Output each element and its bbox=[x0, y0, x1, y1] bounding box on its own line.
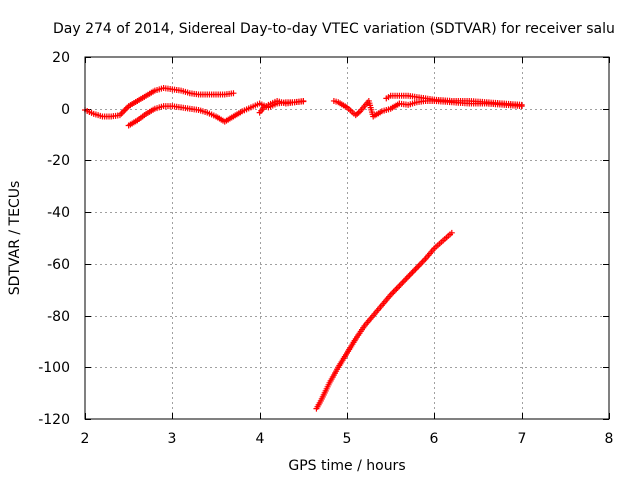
y-tick-label: -40 bbox=[47, 205, 70, 221]
plot-frame bbox=[84, 56, 610, 420]
chart-title: Day 274 of 2014, Sidereal Day-to-day VTE… bbox=[53, 21, 615, 37]
x-tick-labels: 2 3 4 5 6 7 8 bbox=[81, 431, 614, 447]
y-tick-label: -120 bbox=[38, 412, 70, 428]
data-point-marker bbox=[300, 97, 307, 104]
y-tick-label: 20 bbox=[52, 50, 70, 66]
data-point-marker bbox=[448, 229, 455, 236]
x-tick-label: 8 bbox=[605, 431, 614, 447]
y-axis-label: SDTVAR / TECUs bbox=[7, 181, 23, 296]
satellite-track-6 bbox=[313, 229, 455, 412]
satellite-track-3 bbox=[256, 97, 307, 116]
y-tick-label: -20 bbox=[47, 153, 70, 169]
x-tick-label: 4 bbox=[256, 431, 265, 447]
data-point-marker bbox=[518, 101, 525, 108]
x-axis-label: GPS time / hours bbox=[288, 458, 405, 474]
series-layer bbox=[82, 85, 525, 412]
x-tick-label: 7 bbox=[518, 431, 527, 447]
y-tick-label: -80 bbox=[47, 309, 70, 325]
y-tick-labels: 20 0 -20 -40 -60 -80 -100 -120 bbox=[38, 50, 70, 428]
satellite-track-1 bbox=[82, 85, 237, 120]
y-tick-label: -60 bbox=[47, 257, 70, 273]
x-tick-label: 5 bbox=[343, 431, 352, 447]
x-tick-label: 3 bbox=[168, 431, 177, 447]
x-tick-label: 2 bbox=[81, 431, 90, 447]
y-tick-label: 0 bbox=[61, 102, 70, 118]
x-tick-label: 6 bbox=[430, 431, 439, 447]
y-tick-label: -100 bbox=[38, 360, 70, 376]
satellite-track-5 bbox=[383, 92, 525, 108]
data-point-marker bbox=[230, 90, 237, 97]
